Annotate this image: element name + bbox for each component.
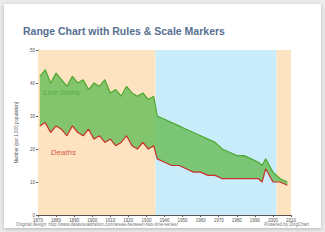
- svg-text:Powered by ZingChart: Powered by ZingChart: [264, 222, 309, 227]
- svg-text:1940: 1940: [159, 218, 170, 223]
- svg-text:Live births: Live births: [43, 88, 79, 97]
- svg-text:Deaths: Deaths: [51, 148, 76, 157]
- svg-text:1880: 1880: [51, 218, 62, 223]
- svg-text:1990: 1990: [250, 218, 261, 223]
- svg-text:1980: 1980: [232, 218, 243, 223]
- svg-text:40: 40: [30, 81, 36, 86]
- svg-text:20: 20: [30, 147, 36, 152]
- svg-text:1960: 1960: [196, 218, 207, 223]
- svg-text:1900: 1900: [87, 218, 98, 223]
- svg-text:1950: 1950: [178, 218, 189, 223]
- svg-text:0: 0: [32, 213, 35, 218]
- svg-text:1970: 1970: [214, 218, 225, 223]
- svg-text:1920: 1920: [123, 218, 134, 223]
- svg-text:2010: 2010: [286, 218, 297, 223]
- svg-text:50: 50: [30, 48, 36, 53]
- svg-text:Number (per 1,000 population): Number (per 1,000 population): [14, 101, 19, 163]
- svg-text:1870: 1870: [33, 218, 44, 223]
- svg-text:1930: 1930: [141, 218, 152, 223]
- svg-text:1910: 1910: [105, 218, 116, 223]
- svg-text:1890: 1890: [69, 218, 80, 223]
- svg-text:10: 10: [30, 180, 36, 185]
- svg-text:2000: 2000: [268, 218, 279, 223]
- svg-text:Original design: http://www.da: Original design: http://www.datavisualiz…: [16, 222, 178, 227]
- svg-text:30: 30: [30, 114, 36, 119]
- svg-text:Range Chart with Rules & Scale: Range Chart with Rules & Scale Markers: [23, 25, 225, 37]
